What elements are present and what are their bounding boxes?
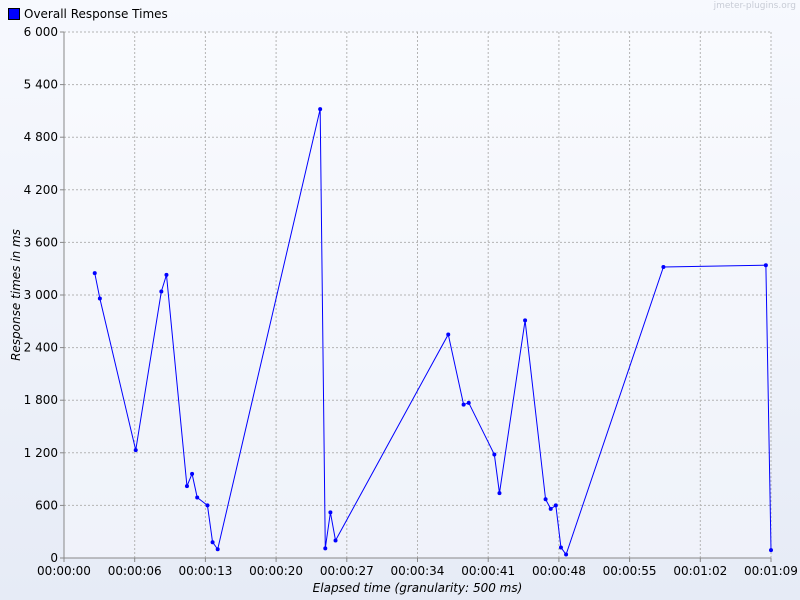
x-tick-label: 00:00:00 [37, 564, 91, 578]
data-point [215, 547, 220, 552]
data-point [205, 503, 210, 508]
data-point [318, 107, 323, 112]
legend: Overall Response Times [8, 7, 168, 21]
data-point [210, 540, 215, 545]
data-point [195, 495, 200, 500]
y-tick-label: 5 400 [24, 78, 58, 92]
x-tick-label: 00:01:09 [744, 564, 798, 578]
data-point [548, 506, 553, 511]
data-point [461, 402, 466, 407]
x-tick-label: 00:00:20 [249, 564, 303, 578]
y-axis-title: Response times in ms [9, 229, 23, 361]
data-point [190, 471, 195, 476]
x-tick-label: 00:00:06 [108, 564, 162, 578]
data-point [184, 484, 189, 489]
y-tick-label: 1 200 [24, 446, 58, 460]
x-tick-label: 00:00:13 [178, 564, 232, 578]
y-tick-label: 0 [50, 551, 58, 565]
x-axis-title: Elapsed time (granularity: 500 ms) [313, 581, 523, 595]
data-point [328, 510, 333, 515]
y-tick-label: 6 000 [24, 25, 58, 39]
y-tick-label: 3 600 [24, 235, 58, 249]
data-point [97, 296, 102, 301]
x-tick-label: 00:00:48 [532, 564, 586, 578]
x-tick-label: 00:00:34 [391, 564, 445, 578]
data-point [92, 271, 97, 276]
data-point [133, 448, 138, 453]
x-tick-label: 00:00:55 [603, 564, 657, 578]
data-point [159, 289, 164, 294]
legend-label: Overall Response Times [24, 7, 168, 21]
y-tick-label: 3 000 [24, 288, 58, 302]
legend-swatch [8, 8, 20, 20]
data-point [333, 538, 338, 543]
data-point [466, 400, 471, 405]
y-tick-label: 2 400 [24, 341, 58, 355]
data-point [769, 548, 773, 553]
data-point [564, 552, 569, 557]
x-tick-label: 00:01:02 [673, 564, 727, 578]
x-tick-label: 00:00:27 [320, 564, 374, 578]
data-point [558, 545, 563, 550]
y-tick-label: 600 [35, 498, 58, 512]
y-tick-label: 1 800 [24, 393, 58, 407]
y-tick-label: 4 200 [24, 183, 58, 197]
data-point [492, 452, 497, 457]
data-point [497, 491, 502, 496]
data-point [661, 264, 666, 269]
data-point [543, 497, 548, 502]
data-point [523, 318, 528, 323]
watermark: jmeter-plugins.org [713, 1, 796, 11]
x-tick-label: 00:00:41 [461, 564, 515, 578]
data-point [553, 503, 558, 508]
data-point [763, 263, 768, 268]
data-point [164, 272, 169, 277]
data-point [446, 332, 451, 337]
data-point [323, 546, 328, 551]
y-tick-label: 4 800 [24, 130, 58, 144]
